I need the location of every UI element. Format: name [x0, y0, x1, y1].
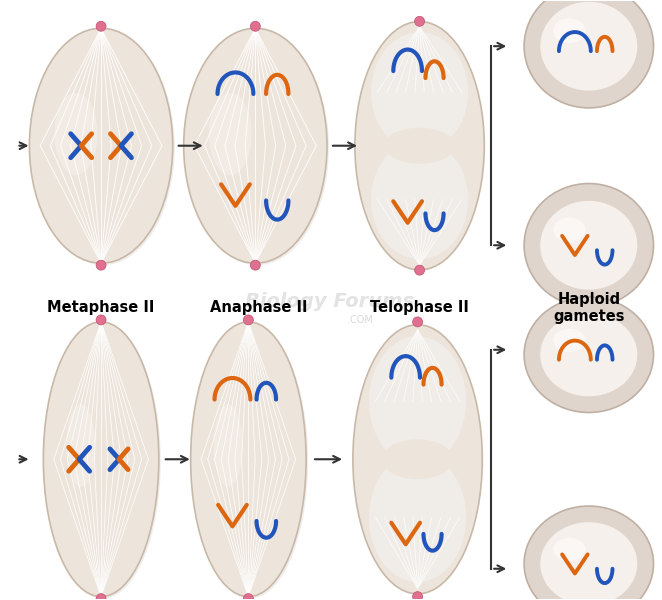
Ellipse shape — [553, 19, 586, 43]
Ellipse shape — [183, 28, 327, 263]
Text: Metaphase II: Metaphase II — [48, 301, 155, 316]
Ellipse shape — [524, 0, 653, 108]
Ellipse shape — [209, 93, 252, 175]
Ellipse shape — [29, 28, 173, 263]
Ellipse shape — [214, 404, 242, 487]
Ellipse shape — [54, 93, 97, 175]
Ellipse shape — [353, 325, 483, 594]
Ellipse shape — [524, 297, 653, 412]
Ellipse shape — [369, 453, 466, 582]
Ellipse shape — [412, 592, 422, 600]
Ellipse shape — [244, 315, 254, 325]
Ellipse shape — [185, 30, 329, 265]
Ellipse shape — [540, 313, 638, 397]
Ellipse shape — [250, 21, 260, 31]
Ellipse shape — [355, 22, 485, 270]
Ellipse shape — [524, 506, 653, 600]
Ellipse shape — [96, 593, 106, 600]
Ellipse shape — [191, 322, 306, 596]
Text: Anaphase II: Anaphase II — [210, 301, 307, 316]
Ellipse shape — [371, 140, 468, 259]
Ellipse shape — [66, 404, 95, 487]
Ellipse shape — [384, 128, 455, 164]
Ellipse shape — [250, 260, 260, 270]
Ellipse shape — [369, 337, 466, 466]
Ellipse shape — [96, 260, 106, 270]
Ellipse shape — [540, 201, 638, 290]
Ellipse shape — [96, 315, 106, 325]
Ellipse shape — [524, 184, 653, 307]
Ellipse shape — [414, 16, 424, 26]
Ellipse shape — [540, 522, 638, 600]
Text: Haploid
gametes: Haploid gametes — [553, 292, 624, 324]
Ellipse shape — [244, 593, 254, 600]
Ellipse shape — [553, 217, 586, 242]
Ellipse shape — [193, 324, 308, 599]
Ellipse shape — [96, 21, 106, 31]
Ellipse shape — [31, 30, 175, 265]
Ellipse shape — [553, 538, 586, 561]
Text: Biology Forums: Biology Forums — [246, 292, 414, 311]
Ellipse shape — [540, 2, 638, 91]
Ellipse shape — [45, 324, 161, 599]
Ellipse shape — [371, 32, 468, 152]
Ellipse shape — [43, 322, 159, 596]
Ellipse shape — [382, 439, 453, 479]
Ellipse shape — [553, 329, 586, 352]
Text: .COM: .COM — [347, 315, 373, 325]
Ellipse shape — [414, 265, 424, 275]
Ellipse shape — [412, 317, 422, 327]
Text: Telophase II: Telophase II — [370, 301, 469, 316]
